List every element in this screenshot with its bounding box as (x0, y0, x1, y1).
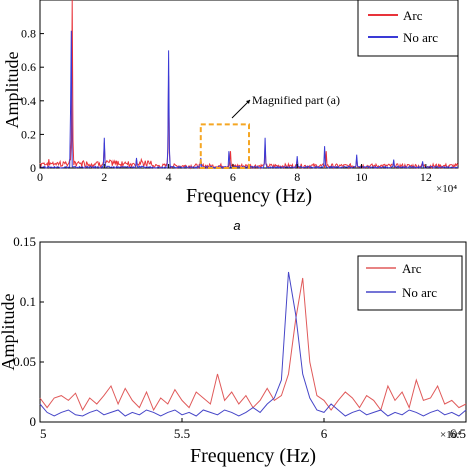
series-group-b (39, 271, 467, 417)
x-tick-label-a: 4 (166, 170, 172, 184)
legend-a: Arc No arc (357, 0, 459, 57)
annotation-arrow (231, 99, 251, 119)
x-tick-label-a: 6 (230, 170, 236, 184)
magnified-region-box (199, 123, 250, 169)
y-tick-label-a: 0.4 (21, 94, 36, 108)
y-axis-label-b: Amplitude (0, 293, 18, 370)
y-tick-label-b: 0.05 (13, 354, 36, 369)
y-tick-label-a: 0.8 (21, 27, 36, 41)
legend-b-noarc-label: No arc (402, 285, 437, 300)
y-ticks-b: 0 0.05 0.1 0.15 (13, 234, 44, 429)
annotation-label: Magnified part (a) (252, 93, 340, 107)
legend-arc-label: Arc (403, 8, 423, 23)
y-tick-label-b: 0.15 (13, 234, 36, 249)
legend-noarc-label: No arc (403, 30, 438, 45)
x-tick-label-b: 5 (40, 426, 47, 441)
chart-panel-b: 5 5.5 6 6.5 0 0.05 0.1 0.15 Arc No arc Amplitu… (0, 234, 467, 467)
x-scale-note-b: ×10⁴ (440, 429, 461, 441)
x-axis-label-a: Frequency (Hz) (186, 185, 312, 207)
legend-b: Arc No arc (357, 255, 463, 311)
y-tick-label-a: 0.2 (21, 127, 36, 141)
x-tick-label-a: 0 (37, 170, 43, 184)
x-tick-label-a: 2 (101, 170, 107, 184)
x-ticks-b: 5 5.5 6 6.5 (39, 418, 467, 441)
x-tick-label-b: 6.5 (450, 426, 466, 441)
y-tick-label-a: 0.6 (21, 60, 36, 74)
y-tick-label-a: 0 (30, 161, 36, 175)
x-axis-label-b: Frequency (Hz) (190, 445, 316, 467)
x-tick-label-a: 10 (356, 170, 368, 184)
chart-panel-a: 0 2 4 6 8 10 12 0 0.2 0.4 0.6 0.8 Magnified part (… (2, 0, 459, 233)
x-ticks-a: 0 2 4 6 8 10 12 (37, 164, 432, 184)
x-tick-label-a: 12 (420, 170, 432, 184)
x-tick-label-a: 8 (294, 170, 300, 184)
y-ticks-a: 0 0.2 0.4 0.6 0.8 (21, 27, 44, 175)
x-tick-label-b: 5.5 (174, 426, 190, 441)
legend-b-arc-label: Arc (402, 261, 422, 276)
x-scale-note-a: ×10⁴ (436, 183, 457, 195)
panel-a-caption: a (233, 218, 240, 233)
x-tick-label-b: 6 (321, 426, 328, 441)
y-axis-label-a: Amplitude (2, 51, 22, 128)
y-tick-label-b: 0.1 (20, 294, 36, 309)
y-tick-label-b: 0 (30, 414, 37, 429)
